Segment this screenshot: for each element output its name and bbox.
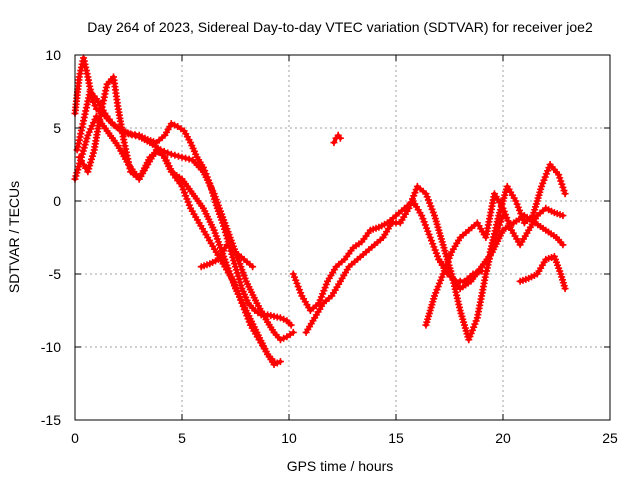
data-point-marker	[167, 120, 175, 128]
plot-frame	[74, 54, 611, 421]
y-tick-label: 10	[45, 47, 61, 63]
interpolated-marker	[556, 174, 564, 182]
chart-title: Day 264 of 2023, Sidereal Day-to-day VTE…	[87, 19, 593, 35]
data-point-marker	[167, 150, 175, 158]
series-track-8	[330, 131, 344, 147]
data-point-marker	[276, 358, 284, 366]
data-point-marker	[199, 163, 207, 171]
interpolated-marker	[203, 173, 211, 181]
x-tick-label: 5	[178, 430, 186, 446]
interpolated-marker	[171, 121, 179, 129]
y-tick-label: -10	[41, 339, 61, 355]
interpolated-marker	[280, 334, 288, 342]
y-tick-label: -5	[49, 266, 62, 282]
data-point-marker	[80, 161, 88, 168]
y-tick-label: -15	[41, 412, 61, 428]
interpolated-marker	[202, 170, 210, 178]
interpolated-marker	[560, 187, 568, 195]
data-point-marker	[84, 131, 92, 139]
series-track-12	[516, 252, 569, 293]
y-tick-label: 0	[53, 193, 61, 209]
interpolated-marker	[182, 154, 190, 162]
data-point-marker	[336, 134, 344, 142]
x-tick-label: 10	[281, 430, 297, 446]
x-tick-label: 0	[71, 430, 79, 446]
interpolated-marker	[171, 151, 179, 159]
data-point-marker	[559, 241, 567, 249]
data-point-marker	[330, 139, 338, 147]
data-series-layer	[71, 54, 569, 369]
interpolated-marker	[559, 183, 567, 191]
data-point-marker	[561, 285, 569, 293]
series-track-5	[197, 241, 257, 271]
interpolated-marker	[88, 122, 96, 130]
data-point-marker	[270, 358, 278, 366]
data-point-marker	[289, 328, 297, 336]
data-point-marker	[555, 171, 563, 179]
interpolated-marker	[280, 315, 288, 323]
data-point-marker	[287, 321, 295, 329]
series-trace-line	[331, 133, 343, 145]
x-tick-label: 25	[602, 430, 618, 446]
series-trace-line	[518, 254, 568, 291]
data-point-marker	[559, 212, 567, 220]
data-point-marker	[75, 153, 83, 161]
x-axis-label: GPS time / hours	[287, 458, 394, 474]
data-point-marker	[249, 263, 257, 271]
interpolated-marker	[85, 128, 93, 136]
interpolated-marker	[87, 125, 95, 133]
series-track-4	[75, 73, 278, 366]
y-axis-label: SDTVAR / TECUs	[6, 181, 22, 293]
data-point-marker	[178, 153, 186, 161]
data-point-marker	[276, 336, 284, 344]
data-point-marker	[561, 190, 569, 198]
interpolated-marker	[91, 102, 99, 110]
interpolated-marker	[558, 180, 566, 188]
grid-lines	[75, 55, 610, 420]
series-track-7	[302, 182, 507, 344]
y-tick-label: 5	[53, 120, 61, 136]
series-trace-line	[75, 89, 294, 328]
interpolated-marker	[77, 157, 85, 165]
interpolated-marker	[205, 176, 213, 184]
x-tick-label: 20	[495, 430, 511, 446]
interpolated-marker	[201, 167, 209, 175]
series-track-11	[486, 161, 569, 256]
interpolated-marker	[174, 152, 182, 160]
axis-ticks: 0 5 10 15 20 25 -15 -10 -5 0 5 10	[41, 47, 618, 446]
series-trace-line	[436, 213, 565, 291]
interpolated-marker	[185, 155, 193, 163]
interpolated-marker	[557, 177, 565, 185]
series-track-2	[73, 88, 295, 329]
data-point-marker	[276, 314, 284, 322]
x-tick-label: 15	[388, 430, 404, 446]
